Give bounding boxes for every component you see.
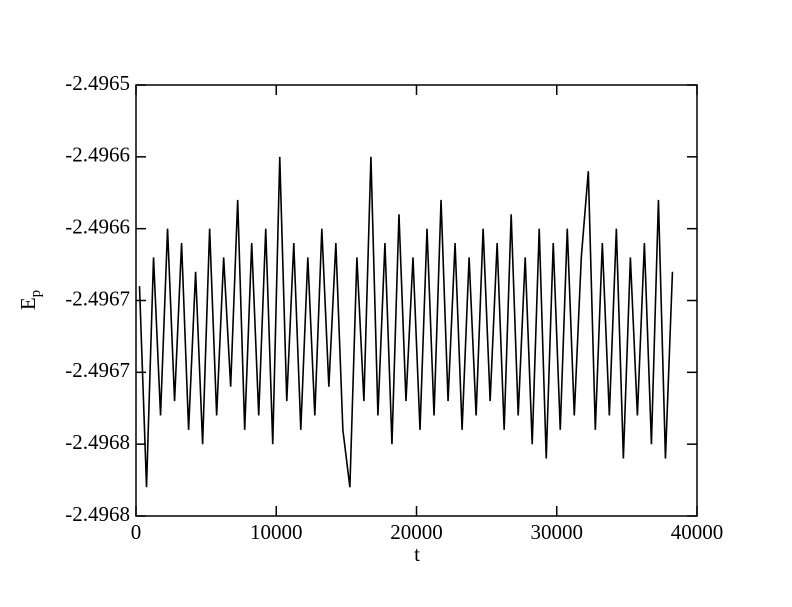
y-tick-label: -2.4965 [65,71,130,95]
y-tick-label: -2.4966 [65,143,130,167]
plot-frame [135,84,698,517]
y-axis-label: Ep [16,290,45,310]
x-tick-label: 40000 [671,520,724,544]
y-label-text: E [16,297,40,310]
data-line [138,156,674,488]
x-tick-label: 10000 [250,520,303,544]
y-tick-label: -2.4966 [65,214,130,238]
x-tick-label: 30000 [531,520,584,544]
y-label-sub: p [28,290,44,298]
y-axis-label-main: Ep [16,290,45,310]
x-axis-label: t [414,542,420,566]
y-tick-label: -2.4967 [65,286,130,310]
x-tick-label: 0 [131,520,142,544]
y-tick-label: -2.4967 [65,358,130,382]
y-tick-label: -2.4968 [65,502,130,526]
y-tick-label: -2.4968 [65,430,130,454]
x-tick-label: 20000 [390,520,443,544]
